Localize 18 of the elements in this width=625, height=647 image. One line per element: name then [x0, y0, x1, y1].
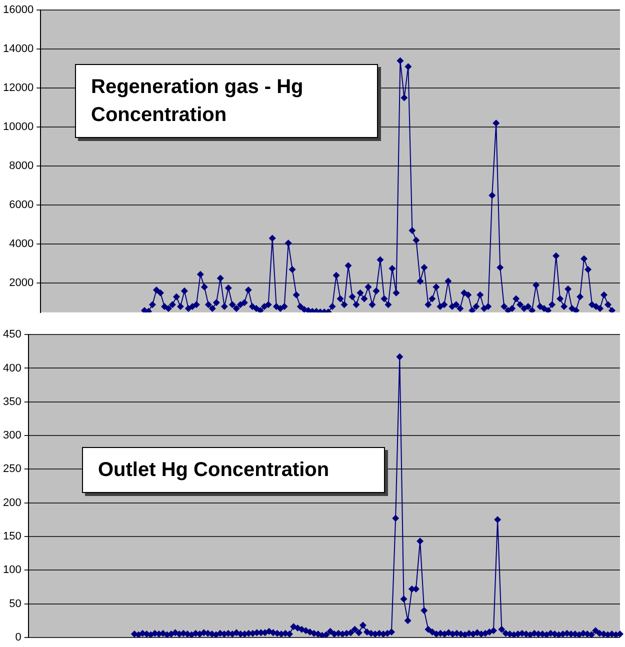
- y-tick-label: 150: [2, 530, 22, 542]
- y-tick-label: 2000: [9, 277, 34, 290]
- y-tick-label: 50: [9, 598, 22, 610]
- y-tick-label: 350: [2, 396, 22, 408]
- y-tick-label: 0: [15, 631, 22, 644]
- y-tick-label: 200: [2, 496, 22, 509]
- y-tick-label: 300: [2, 430, 22, 442]
- y-tick-label: 8000: [9, 160, 34, 172]
- y-tick-label: 100: [2, 564, 22, 576]
- y-tick-label: 400: [2, 362, 22, 374]
- y-tick-label: 450: [2, 328, 22, 341]
- y-tick-label: 6000: [9, 199, 34, 212]
- y-tick-label: 16000: [2, 4, 34, 16]
- y-tick-label: 12000: [2, 82, 34, 94]
- y-tick-label: 250: [2, 463, 22, 476]
- y-tick-label: 10000: [2, 121, 34, 134]
- y-tick-label: 14000: [2, 43, 34, 56]
- y-tick-label: 4000: [9, 238, 34, 250]
